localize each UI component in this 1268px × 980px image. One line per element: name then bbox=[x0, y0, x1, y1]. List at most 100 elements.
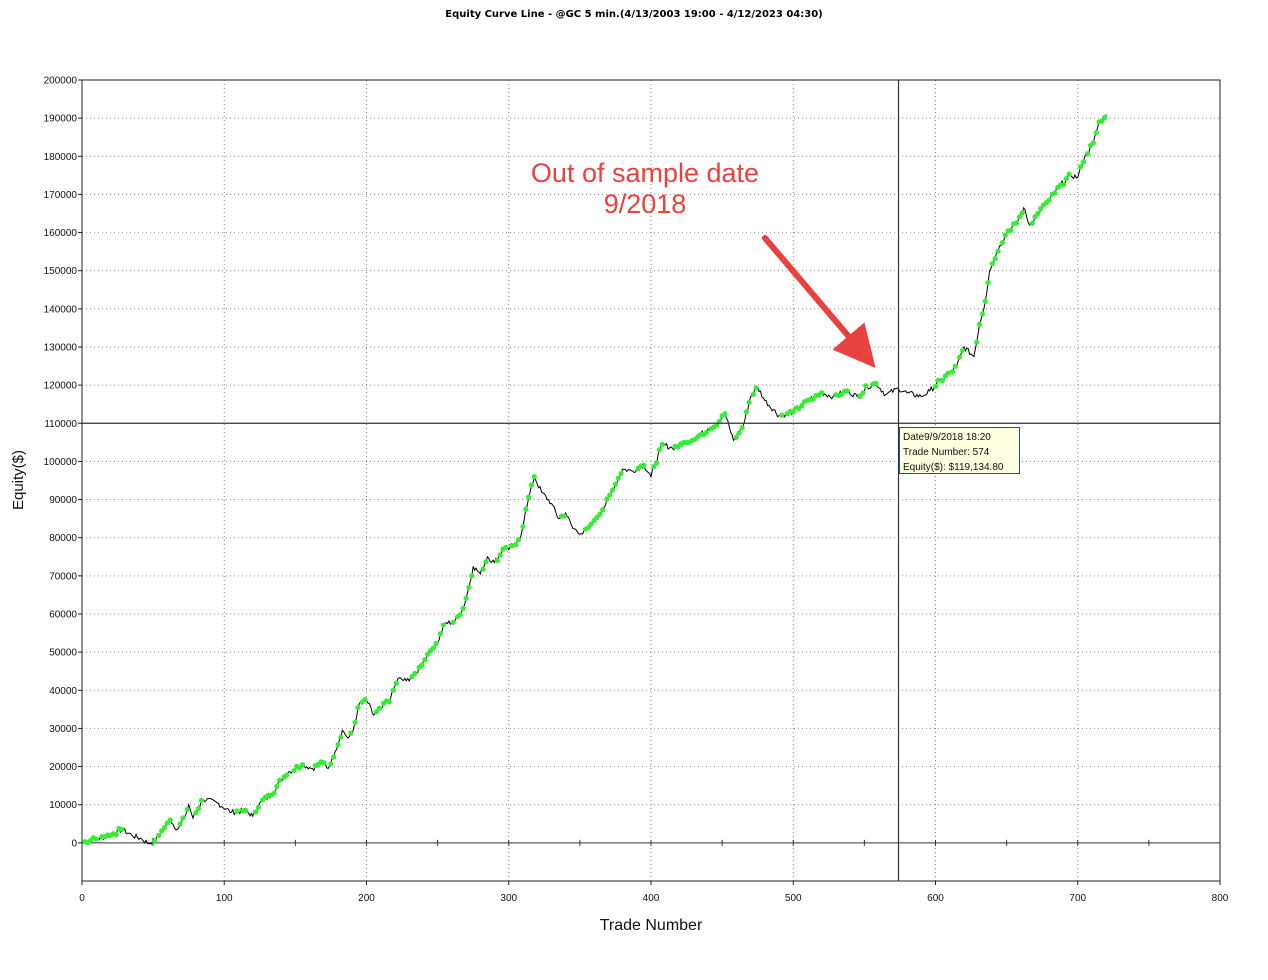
new-high-marker bbox=[1008, 227, 1014, 233]
new-high-marker bbox=[450, 619, 456, 625]
new-high-marker bbox=[597, 511, 603, 517]
new-high-marker bbox=[196, 805, 202, 812]
new-high-marker bbox=[513, 542, 519, 548]
new-high-marker bbox=[949, 369, 956, 375]
new-high-marker bbox=[321, 760, 327, 766]
y-tick-label: 0 bbox=[71, 838, 77, 849]
y-tick-label: 30000 bbox=[49, 724, 77, 735]
new-high-marker bbox=[659, 441, 665, 447]
y-tick-label: 10000 bbox=[49, 800, 77, 811]
new-high-marker bbox=[1029, 220, 1035, 227]
new-high-marker bbox=[480, 566, 486, 572]
new-high-marker bbox=[790, 409, 796, 415]
x-tick-label: 800 bbox=[1212, 893, 1229, 904]
new-high-marker bbox=[419, 662, 425, 668]
new-high-marker bbox=[242, 807, 249, 814]
y-tick-label: 190000 bbox=[44, 114, 78, 125]
new-high-marker bbox=[184, 806, 190, 813]
new-high-marker bbox=[503, 544, 509, 550]
x-tick-label: 0 bbox=[79, 893, 85, 904]
new-high-marker bbox=[863, 383, 869, 389]
annotation-arrow bbox=[762, 235, 876, 368]
new-high-marker bbox=[736, 430, 742, 436]
new-high-marker bbox=[386, 699, 392, 705]
new-high-marker bbox=[277, 777, 283, 783]
new-high-marker bbox=[373, 709, 380, 715]
new-high-marker bbox=[952, 363, 959, 369]
new-high-marker bbox=[612, 481, 619, 487]
new-high-marker bbox=[355, 705, 361, 711]
new-high-marker bbox=[860, 390, 866, 396]
new-high-marker bbox=[799, 402, 805, 409]
new-high-marker bbox=[999, 240, 1005, 246]
new-high-marker bbox=[974, 339, 980, 345]
new-high-marker bbox=[437, 631, 444, 637]
new-high-marker bbox=[466, 584, 472, 590]
new-high-marker bbox=[151, 838, 158, 844]
x-tick-label: 400 bbox=[643, 893, 660, 904]
new-high-marker bbox=[469, 573, 475, 579]
new-high-marker bbox=[935, 377, 941, 383]
axes: 0100002000030000400005000060000700008000… bbox=[44, 76, 1229, 905]
new-high-marker bbox=[494, 557, 500, 564]
new-high-marker bbox=[390, 687, 397, 693]
new-high-marker bbox=[722, 411, 728, 417]
new-high-marker bbox=[641, 462, 647, 468]
y-tick-label: 180000 bbox=[44, 152, 78, 163]
new-high-marker bbox=[979, 311, 986, 317]
new-high-marker bbox=[989, 261, 996, 267]
new-high-marker bbox=[440, 622, 446, 628]
new-high-marker bbox=[508, 542, 515, 549]
new-high-marker bbox=[995, 248, 1001, 254]
new-high-marker bbox=[1066, 171, 1072, 177]
x-tick-label: 600 bbox=[927, 893, 944, 904]
series-equity bbox=[82, 114, 1108, 846]
new-high-marker bbox=[779, 412, 785, 418]
x-tick-label: 700 bbox=[1069, 893, 1086, 904]
new-high-marker bbox=[156, 832, 162, 838]
y-tick-label: 60000 bbox=[49, 610, 77, 621]
new-high-marker bbox=[352, 719, 358, 725]
new-high-marker bbox=[654, 460, 660, 466]
new-high-marker bbox=[177, 821, 183, 827]
new-high-marker bbox=[1035, 210, 1041, 217]
new-high-marker bbox=[167, 817, 173, 823]
new-high-marker bbox=[656, 447, 663, 453]
new-high-marker bbox=[93, 836, 99, 842]
new-high-marker bbox=[703, 429, 710, 435]
new-high-marker bbox=[1080, 159, 1087, 165]
new-high-marker bbox=[713, 422, 720, 429]
new-high-marker bbox=[1013, 220, 1020, 226]
new-high-marker bbox=[376, 705, 382, 711]
new-high-marker bbox=[1077, 164, 1084, 170]
new-high-marker bbox=[362, 697, 368, 703]
new-high-marker bbox=[274, 783, 280, 789]
x-tick-label: 100 bbox=[216, 893, 233, 904]
new-high-marker bbox=[615, 475, 621, 481]
new-high-marker bbox=[1099, 118, 1105, 124]
new-high-marker bbox=[457, 611, 463, 618]
new-high-marker bbox=[234, 808, 240, 814]
new-high-marker bbox=[1060, 182, 1067, 188]
new-high-marker bbox=[959, 347, 966, 353]
new-high-marker bbox=[992, 256, 998, 262]
chart-title: Equity Curve Line - @GC 5 min.(4/13/2003… bbox=[445, 9, 823, 20]
new-high-marker bbox=[526, 494, 532, 500]
new-high-marker bbox=[607, 492, 613, 498]
y-tick-label: 160000 bbox=[44, 228, 78, 239]
new-high-marker bbox=[753, 385, 759, 391]
tooltip-equity: Equity($): $119,134.80 bbox=[903, 462, 1004, 473]
new-high-marker bbox=[113, 832, 119, 838]
new-high-marker bbox=[1002, 232, 1008, 238]
new-high-marker bbox=[198, 797, 205, 804]
new-high-marker bbox=[985, 280, 991, 286]
new-high-marker bbox=[433, 640, 439, 647]
y-tick-label: 90000 bbox=[49, 495, 77, 506]
new-high-marker bbox=[743, 409, 749, 415]
new-high-marker bbox=[588, 521, 594, 527]
new-high-marker bbox=[1085, 151, 1091, 157]
y-tick-label: 150000 bbox=[44, 266, 78, 277]
new-high-marker bbox=[161, 825, 168, 831]
new-high-marker bbox=[1102, 115, 1108, 121]
